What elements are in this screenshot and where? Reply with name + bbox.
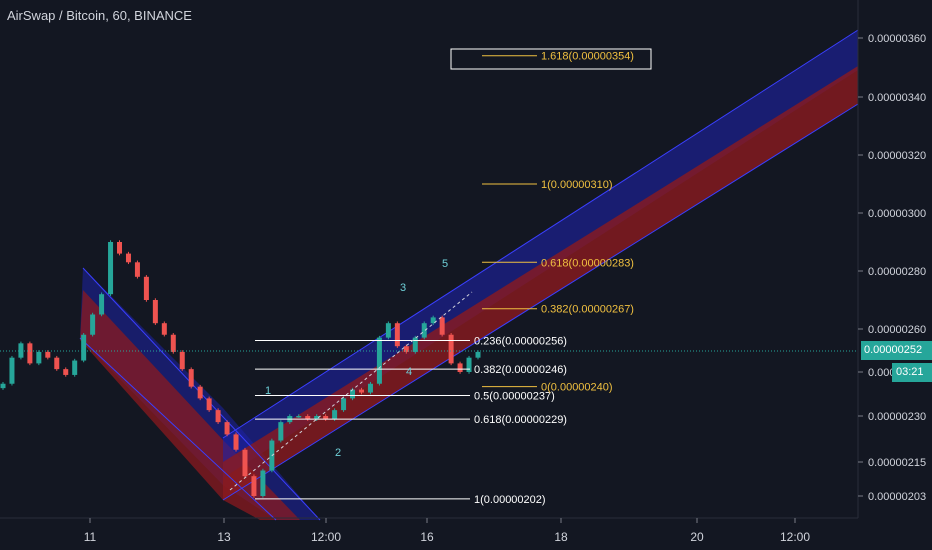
price-tick-label: 0.00000320 (868, 150, 926, 162)
price-tick-label: 0.00000260 (868, 324, 926, 336)
fib-retracement-label: 0.382(0.00000246) (474, 364, 567, 376)
candle-body (117, 242, 123, 254)
price-tick-label: 0.00000230 (868, 411, 926, 423)
price-tick-label: 0.00000215 (868, 457, 926, 469)
current-price-badge: 0.00000252 (861, 341, 932, 360)
candle-body (134, 262, 140, 277)
time-tick-label: 13 (217, 530, 231, 544)
time-tick-label: 16 (420, 530, 434, 544)
candle-body (188, 369, 194, 387)
candle-body (215, 410, 221, 423)
time-axis[interactable]: 11 13 12:00 16 18 20 12:00 (84, 518, 811, 544)
chart-title: AirSwap / Bitcoin, 60, BINANCE (7, 8, 192, 23)
candle-body (260, 470, 266, 496)
candle-body (233, 434, 239, 450)
time-tick-label: 11 (84, 530, 97, 544)
candle-body (457, 363, 463, 372)
candle-body (421, 323, 427, 338)
candle-body (358, 389, 364, 393)
candle-body (0, 383, 6, 389)
candle-body (430, 317, 436, 324)
time-tick-label: 12:00 (311, 530, 341, 544)
candle-body (403, 346, 409, 352)
regression-channels (79, 29, 859, 521)
candle-body (99, 294, 105, 315)
wave-label: 5 (442, 258, 448, 270)
fib-top-box (450, 48, 652, 70)
fib-extension-label: 0(0.00000240) (541, 382, 613, 394)
candle-body (27, 343, 33, 364)
wave-label: 2 (335, 447, 341, 459)
candle-body (296, 416, 302, 418)
time-tick-label: 20 (690, 530, 704, 544)
price-tick-label: 0.00000280 (868, 266, 926, 278)
fibonacci-levels: 0.236(0.00000256) 0.382(0.00000246) 0.5(0.… (229, 51, 634, 506)
candle-body (179, 351, 185, 370)
candle-body (323, 416, 329, 420)
candle-body (18, 343, 24, 358)
candle-body (332, 410, 338, 420)
price-tick-label: 0.00000360 (868, 33, 926, 45)
candle-body (412, 337, 418, 352)
candle-body (242, 449, 248, 477)
time-tick-label: 12:00 (780, 530, 810, 544)
down-channel-red (80, 290, 300, 520)
candle-body (197, 386, 203, 399)
candle-body (341, 398, 347, 411)
candle-body (314, 416, 320, 420)
wave-labels: 1 2 3 4 5 (265, 258, 448, 459)
fib-extension-label: 1(0.00000310) (541, 179, 613, 191)
candle-body (376, 337, 382, 384)
candle-body (251, 476, 257, 496)
candle-body (45, 351, 51, 358)
candle-body (448, 334, 454, 364)
candle-body (439, 317, 445, 335)
fib-extension-label: 0.618(0.00000283) (541, 257, 634, 269)
candle-body (466, 357, 472, 372)
candle-body (108, 242, 114, 295)
candlesticks (0, 240, 481, 498)
candle-body (305, 416, 311, 420)
fib-retracement-label: 0.618(0.00000229) (474, 414, 567, 426)
candle-body (350, 389, 356, 399)
candle-body (152, 300, 158, 324)
fib-retracement-label: 0.5(0.00000237) (474, 390, 555, 402)
time-tick-label: 18 (554, 530, 568, 544)
candle-body (367, 383, 373, 393)
up-channel-red (223, 66, 858, 500)
wave-guide-line (229, 291, 473, 491)
wave-label: 1 (265, 385, 271, 397)
candle-body (54, 357, 60, 370)
fib-extension-label: 1.618(0.00000354) (541, 51, 634, 63)
candle-body (170, 334, 176, 352)
candle-body (385, 323, 391, 338)
fib-retracement-label: 1(0.00000202) (474, 494, 546, 506)
candle-body (475, 351, 481, 358)
candle-body (90, 314, 96, 335)
wave-label: 3 (400, 282, 406, 294)
candle-body (206, 398, 212, 411)
candle-body (278, 422, 284, 441)
price-axis[interactable]: 0.00000360 0.00000340 0.00000320 0.00000300… (858, 33, 926, 503)
candle-body (143, 276, 149, 300)
time-to-close-badge: 03:21 (892, 363, 932, 382)
candle-body (125, 253, 131, 263)
candle-body (63, 369, 69, 375)
candle-body (224, 422, 230, 435)
wave-label: 4 (406, 366, 412, 378)
fib-extension-label: 0.382(0.00000267) (541, 304, 634, 316)
price-tick-label: 0.00000203 (868, 491, 926, 503)
candle-body (161, 323, 167, 335)
candle-body (72, 360, 78, 375)
price-tick-label: 0.00000340 (868, 92, 926, 104)
candle-body (36, 351, 42, 364)
price-tick-label: 0.00000300 (868, 208, 926, 220)
candle-body (81, 334, 87, 361)
candle-body (394, 323, 400, 347)
candle-body (9, 357, 15, 384)
fib-retracement-label: 0.236(0.00000256) (474, 335, 567, 347)
